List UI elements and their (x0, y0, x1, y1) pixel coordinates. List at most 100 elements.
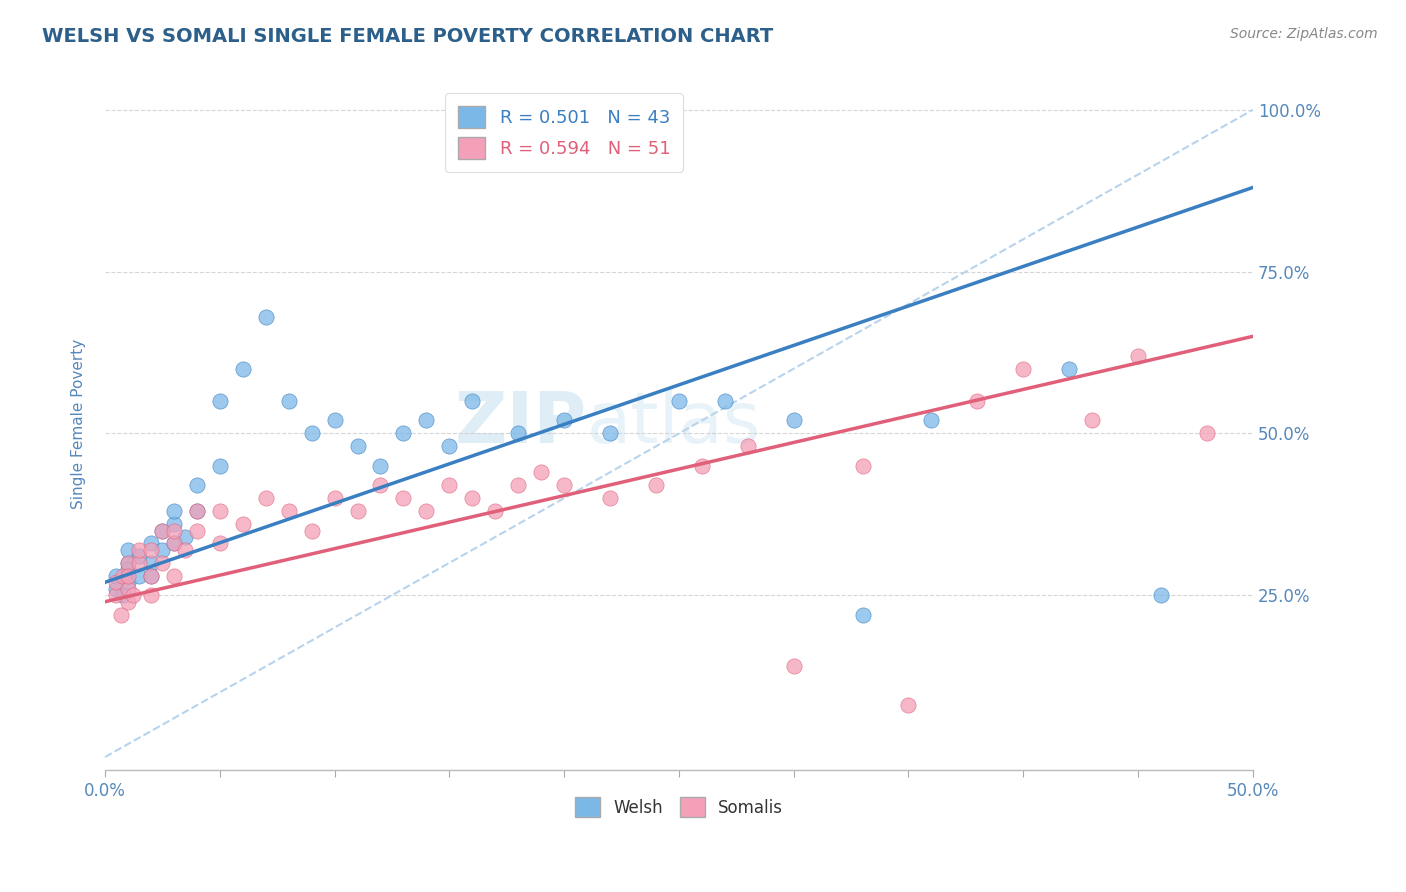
Point (139, 536, 162, 550)
Point (346, 504, 368, 518)
Point (150, 556, 173, 570)
Point (301, 524, 323, 538)
Point (392, 426, 415, 441)
Point (174, 530, 197, 544)
Point (484, 504, 506, 518)
Point (301, 426, 323, 441)
Text: ZIP: ZIP (454, 389, 588, 458)
Point (553, 478, 575, 492)
Point (370, 458, 392, 473)
Point (163, 516, 186, 531)
Point (254, 310, 277, 324)
Point (121, 588, 143, 602)
Point (105, 569, 128, 583)
Point (508, 426, 530, 441)
Point (117, 575, 139, 590)
Point (851, 458, 873, 473)
Point (439, 439, 461, 453)
Point (668, 394, 690, 409)
Point (599, 491, 621, 505)
Text: atlas: atlas (588, 389, 762, 458)
Point (174, 543, 197, 558)
Point (163, 569, 186, 583)
Point (208, 458, 231, 473)
Point (117, 543, 139, 558)
Point (897, 698, 920, 713)
Point (105, 588, 128, 602)
Point (105, 582, 128, 596)
Point (163, 536, 186, 550)
Point (508, 478, 530, 492)
Point (150, 524, 173, 538)
Point (553, 413, 575, 427)
Point (186, 478, 208, 492)
Point (117, 562, 139, 576)
Point (105, 575, 128, 590)
Point (139, 569, 162, 583)
Point (1081, 413, 1104, 427)
Point (163, 524, 186, 538)
Point (163, 504, 186, 518)
Point (783, 659, 806, 673)
Point (690, 458, 713, 473)
Point (150, 543, 173, 558)
Point (117, 556, 139, 570)
Point (323, 413, 346, 427)
Point (208, 394, 231, 409)
Y-axis label: Single Female Poverty: Single Female Poverty (72, 339, 86, 508)
Point (392, 491, 415, 505)
Point (277, 394, 299, 409)
Point (599, 426, 621, 441)
Point (966, 394, 988, 409)
Point (186, 504, 208, 518)
Point (1150, 588, 1173, 602)
Point (232, 361, 254, 376)
Text: Source: ZipAtlas.com: Source: ZipAtlas.com (1230, 27, 1378, 41)
Point (714, 394, 737, 409)
Point (208, 536, 231, 550)
Point (163, 536, 186, 550)
Point (737, 439, 759, 453)
Point (112, 569, 135, 583)
Point (139, 556, 162, 570)
Point (1012, 361, 1035, 376)
Point (128, 543, 150, 558)
Point (645, 478, 668, 492)
Point (346, 439, 368, 453)
Point (117, 595, 139, 609)
Point (117, 582, 139, 596)
Point (117, 569, 139, 583)
Point (1126, 349, 1149, 363)
Point (254, 491, 277, 505)
Point (128, 569, 150, 583)
Legend: Welsh, Somalis: Welsh, Somalis (568, 790, 790, 824)
Point (920, 413, 942, 427)
Point (851, 607, 873, 622)
Point (139, 588, 162, 602)
Point (415, 413, 437, 427)
Point (150, 524, 173, 538)
Point (139, 569, 162, 583)
Point (128, 556, 150, 570)
Point (117, 556, 139, 570)
Point (139, 543, 162, 558)
Point (277, 504, 299, 518)
Point (439, 478, 461, 492)
Point (232, 516, 254, 531)
Point (461, 394, 484, 409)
Point (461, 491, 484, 505)
Point (208, 504, 231, 518)
Point (128, 549, 150, 564)
Point (110, 607, 132, 622)
Point (186, 504, 208, 518)
Point (186, 524, 208, 538)
Point (783, 413, 806, 427)
Point (370, 478, 392, 492)
Point (415, 504, 437, 518)
Text: WELSH VS SOMALI SINGLE FEMALE POVERTY CORRELATION CHART: WELSH VS SOMALI SINGLE FEMALE POVERTY CO… (42, 27, 773, 45)
Point (1195, 426, 1218, 441)
Point (112, 588, 135, 602)
Point (323, 491, 346, 505)
Point (530, 465, 553, 479)
Point (1057, 361, 1080, 376)
